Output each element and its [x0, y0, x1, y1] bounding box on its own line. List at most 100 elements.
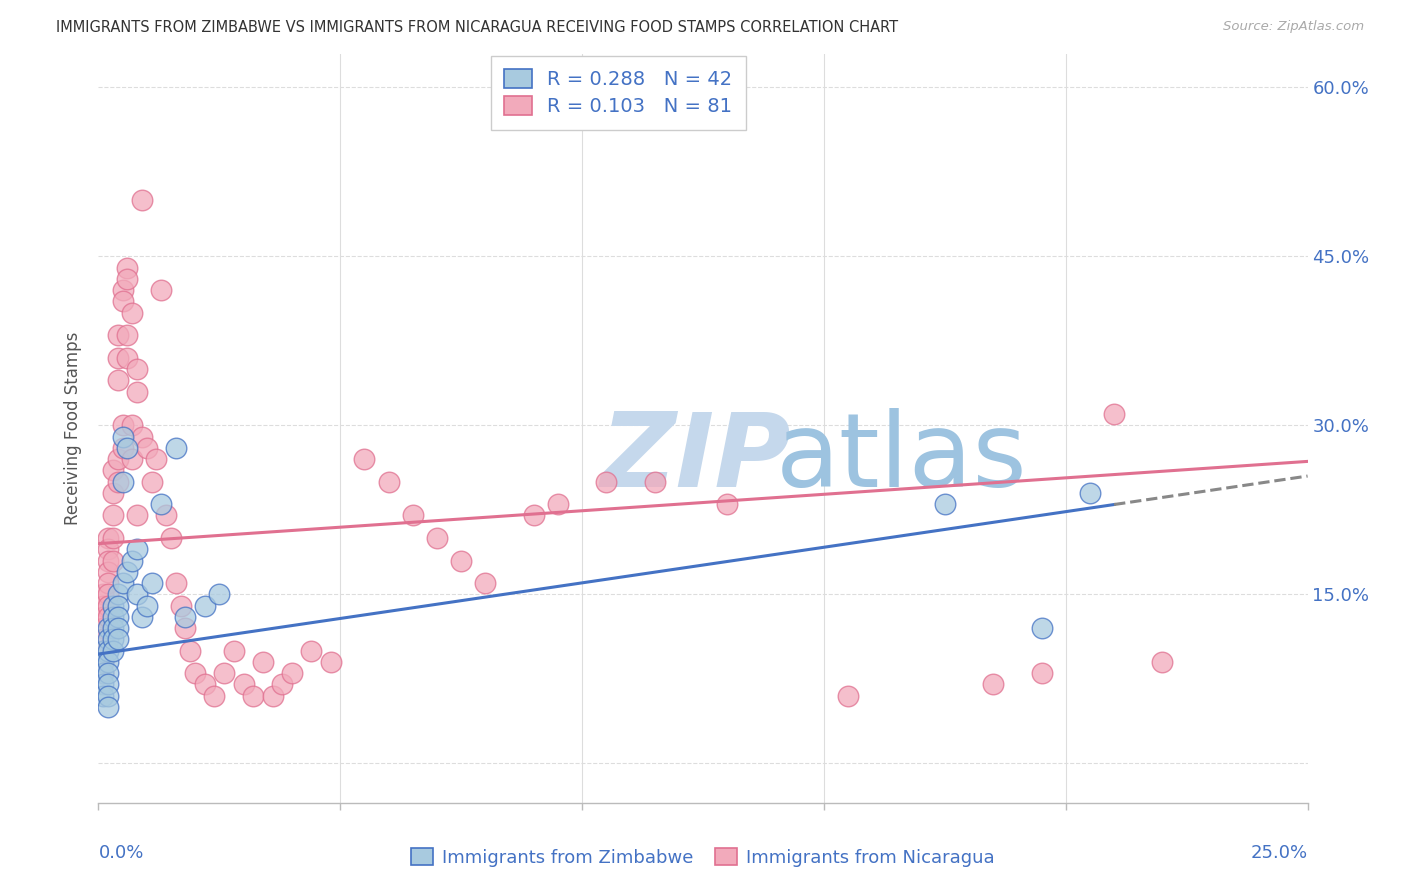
Point — [101, 632, 124, 647]
Point — [174, 610, 197, 624]
Point — [165, 576, 187, 591]
Point — [131, 193, 153, 207]
Point — [141, 576, 163, 591]
Point — [179, 643, 201, 657]
Point — [160, 531, 183, 545]
Point — [91, 655, 114, 669]
Point — [1152, 655, 1174, 669]
Point — [837, 689, 859, 703]
Point — [252, 655, 274, 669]
Point — [121, 452, 143, 467]
Point — [135, 441, 157, 455]
Point — [117, 565, 139, 579]
Point — [232, 677, 254, 691]
Point — [222, 643, 245, 657]
Point — [212, 666, 235, 681]
Point — [1031, 621, 1053, 635]
Point — [91, 689, 114, 703]
Point — [127, 384, 149, 399]
Point — [208, 587, 231, 601]
Point — [402, 508, 425, 523]
Point — [97, 565, 120, 579]
Point — [117, 441, 139, 455]
Point — [934, 497, 956, 511]
Point — [981, 677, 1004, 691]
Point — [111, 283, 134, 297]
Point — [117, 260, 139, 275]
Point — [121, 553, 143, 567]
Point — [91, 643, 114, 657]
Point — [595, 475, 617, 489]
Point — [101, 621, 124, 635]
Point — [547, 497, 569, 511]
Point — [242, 689, 264, 703]
Point — [91, 655, 114, 669]
Point — [111, 475, 134, 489]
Point — [450, 553, 472, 567]
Text: atlas: atlas — [776, 408, 1028, 508]
Point — [127, 362, 149, 376]
Point — [107, 328, 129, 343]
Point — [97, 587, 120, 601]
Point — [101, 531, 124, 545]
Point — [127, 542, 149, 557]
Text: IMMIGRANTS FROM ZIMBABWE VS IMMIGRANTS FROM NICARAGUA RECEIVING FOOD STAMPS CORR: IMMIGRANTS FROM ZIMBABWE VS IMMIGRANTS F… — [56, 20, 898, 35]
Point — [117, 351, 139, 365]
Point — [194, 599, 217, 613]
Point — [107, 632, 129, 647]
Point — [97, 553, 120, 567]
Point — [91, 587, 114, 601]
Point — [141, 475, 163, 489]
Point — [135, 599, 157, 613]
Point — [91, 632, 114, 647]
Point — [271, 677, 294, 691]
Text: Source: ZipAtlas.com: Source: ZipAtlas.com — [1223, 20, 1364, 33]
Point — [111, 576, 134, 591]
Point — [131, 429, 153, 443]
Point — [107, 373, 129, 387]
Point — [426, 531, 449, 545]
Point — [474, 576, 496, 591]
Point — [91, 599, 114, 613]
Point — [97, 610, 120, 624]
Point — [523, 508, 546, 523]
Point — [101, 610, 124, 624]
Point — [107, 351, 129, 365]
Point — [107, 610, 129, 624]
Legend: Immigrants from Zimbabwe, Immigrants from Nicaragua: Immigrants from Zimbabwe, Immigrants fro… — [405, 841, 1001, 874]
Point — [117, 272, 139, 286]
Y-axis label: Receiving Food Stamps: Receiving Food Stamps — [65, 332, 83, 524]
Point — [644, 475, 666, 489]
Point — [174, 621, 197, 635]
Point — [121, 306, 143, 320]
Point — [107, 599, 129, 613]
Point — [150, 497, 173, 511]
Legend: R = 0.288   N = 42, R = 0.103   N = 81: R = 0.288 N = 42, R = 0.103 N = 81 — [491, 55, 747, 129]
Point — [97, 655, 120, 669]
Point — [91, 666, 114, 681]
Point — [204, 689, 226, 703]
Point — [111, 418, 134, 433]
Point — [107, 587, 129, 601]
Point — [97, 700, 120, 714]
Point — [131, 610, 153, 624]
Point — [145, 452, 167, 467]
Point — [150, 283, 173, 297]
Point — [299, 643, 322, 657]
Point — [107, 452, 129, 467]
Point — [101, 508, 124, 523]
Point — [91, 610, 114, 624]
Point — [111, 429, 134, 443]
Point — [127, 587, 149, 601]
Point — [127, 508, 149, 523]
Point — [91, 621, 114, 635]
Point — [353, 452, 375, 467]
Text: 25.0%: 25.0% — [1250, 844, 1308, 862]
Point — [97, 643, 120, 657]
Point — [111, 294, 134, 309]
Point — [107, 621, 129, 635]
Point — [97, 542, 120, 557]
Point — [97, 666, 120, 681]
Point — [262, 689, 284, 703]
Point — [107, 475, 129, 489]
